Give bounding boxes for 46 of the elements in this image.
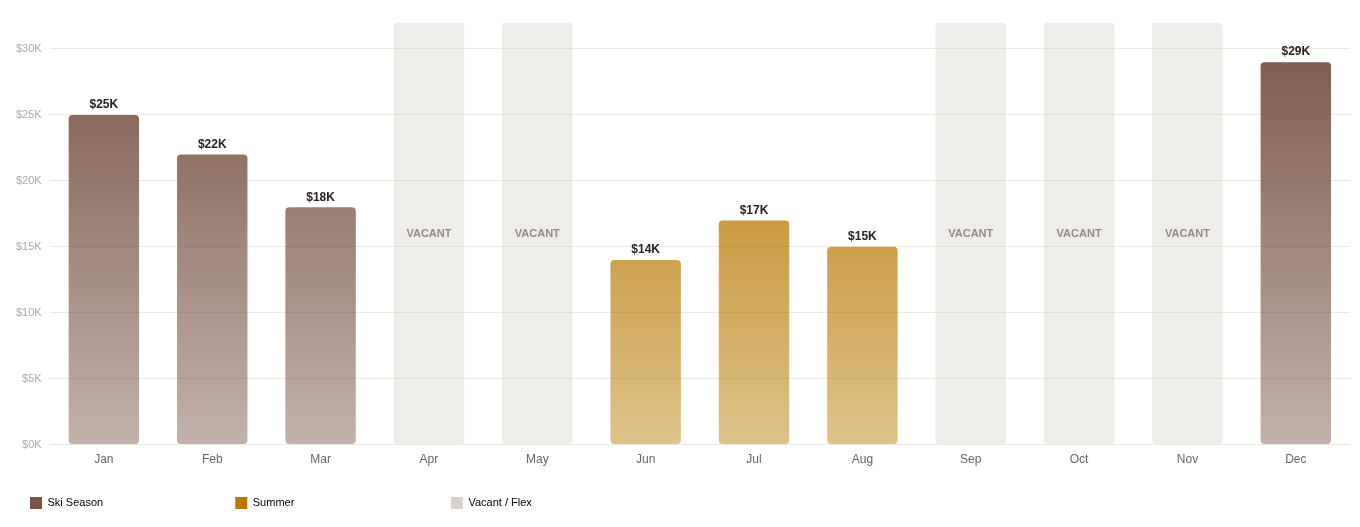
legend-label: Ski Season	[47, 496, 214, 509]
data-label: $18K	[306, 189, 336, 204]
x-tick-label: Apr	[419, 452, 439, 467]
bar	[1260, 62, 1332, 445]
x-tick-label: Sep	[960, 452, 982, 467]
data-label: $25K	[89, 97, 119, 112]
data-label: VACANT	[514, 226, 561, 239]
bar	[285, 207, 356, 445]
data-label: VACANT	[948, 226, 994, 239]
bar	[827, 246, 898, 445]
y-tick-label: $5K	[22, 371, 43, 384]
bar	[393, 22, 465, 445]
y-tick-label: $0K	[22, 437, 43, 450]
y-tick-label: $20K	[15, 173, 43, 186]
x-tick-label: Mar	[310, 452, 331, 467]
x-tick-label: Jan	[94, 452, 114, 467]
legend-label: Summer	[252, 496, 429, 509]
data-label: $14K	[631, 242, 661, 257]
x-tick-label: Aug	[851, 452, 874, 467]
data-label: VACANT	[1056, 226, 1102, 239]
y-tick-label: $10K	[15, 305, 43, 318]
data-label: VACANT	[406, 226, 452, 239]
x-tick-label: Jun	[635, 452, 656, 467]
bar	[177, 154, 248, 445]
x-tick-label: Oct	[1069, 452, 1090, 467]
y-tick-label: $15K	[15, 239, 43, 252]
y-tick-label: $30K	[15, 42, 43, 55]
x-tick-label: May	[525, 452, 549, 467]
bar	[1152, 22, 1223, 445]
x-tick-label: Jul	[746, 452, 762, 467]
data-label: VACANT	[1164, 226, 1211, 239]
data-label: $29K	[1281, 44, 1311, 59]
bar	[718, 220, 790, 445]
legend-label: Vacant / Flex	[468, 496, 624, 509]
x-tick-label: Nov	[1176, 452, 1199, 467]
bar	[502, 22, 573, 445]
bar	[1043, 22, 1115, 445]
x-tick-label: Feb	[201, 452, 223, 467]
x-tick-label: Dec	[1285, 452, 1307, 467]
bar	[935, 22, 1006, 445]
data-label: $22K	[197, 136, 227, 151]
y-tick-label: $25K	[15, 107, 43, 120]
data-label: $17K	[739, 202, 769, 217]
bar	[68, 114, 140, 445]
data-label: $15K	[848, 229, 878, 244]
bar	[610, 259, 681, 445]
